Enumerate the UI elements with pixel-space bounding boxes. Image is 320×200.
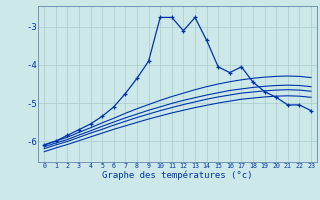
X-axis label: Graphe des températures (°c): Graphe des températures (°c) (102, 171, 253, 180)
